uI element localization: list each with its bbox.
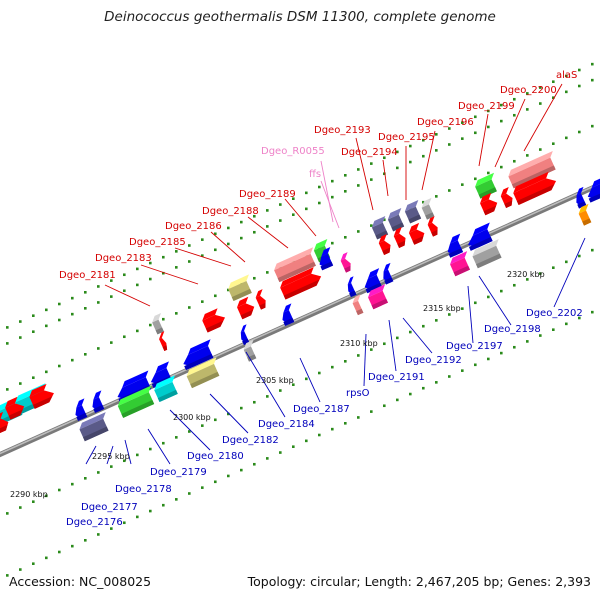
label-dgeo_2185: Dgeo_2185: [129, 237, 186, 248]
feature-4: [29, 383, 54, 409]
feature-37: [421, 197, 435, 220]
feature-13: [183, 339, 214, 371]
feature-20: [255, 289, 266, 310]
label-dgeo_2177: Dgeo_2177: [81, 502, 138, 513]
label-dgeo_2178: Dgeo_2178: [115, 484, 172, 495]
tick-labels: 2290 kbp 2295 kbp 2300 kbp 2305 kbp 2310 kbp…: [10, 270, 545, 499]
backbone: [0, 181, 600, 458]
feature-41: [427, 216, 438, 237]
tick-label-5: 2310 kbp: [340, 339, 378, 348]
feature-36: [404, 199, 422, 224]
label-dgeo_2193: Dgeo_2193: [314, 125, 371, 136]
label-dgeo_2191: Dgeo_2191: [368, 372, 425, 383]
feature-7: [75, 398, 88, 421]
label-dgeo_2197: Dgeo_2197: [446, 341, 503, 352]
feature-52: [587, 176, 600, 203]
feature-35: [387, 207, 405, 232]
label-dgeo_2176: Dgeo_2176: [66, 517, 123, 528]
feature-31: [364, 268, 382, 294]
tick-label-1: 2290 kbp: [10, 490, 48, 499]
feature-17: [202, 308, 226, 333]
feature-8: [92, 390, 105, 413]
label-leaders: [85, 83, 586, 465]
feature-49: [508, 151, 556, 189]
feature-34: [371, 215, 389, 240]
feature-47: [480, 192, 498, 216]
label-dgeo_r0055: Dgeo_R0055: [261, 146, 325, 157]
feature-3: [5, 396, 25, 420]
label-dgeo_2180: Dgeo_2180: [187, 451, 244, 462]
label-dgeo_2200: Dgeo_2200: [500, 85, 557, 96]
feature-42: [447, 233, 464, 258]
label-ffs: ffs: [309, 169, 321, 180]
tick-label-4: 2305 kbp: [256, 376, 294, 385]
label-dgeo_2192: Dgeo_2192: [405, 355, 462, 366]
map-title: Deinococcus geothermalis DSM 11300, comp…: [104, 9, 496, 25]
label-dgeo_2188: Dgeo_2188: [202, 206, 259, 217]
gene-labels: Dgeo_2181 Dgeo_2183 Dgeo_2185 Dgeo_2186 Dgeo…: [59, 70, 583, 528]
feature-38: [378, 234, 391, 255]
feature-21: [240, 324, 250, 346]
feature-11: [117, 385, 155, 418]
tick-label-2: 2295 kbp: [92, 452, 130, 461]
feature-50: [513, 171, 557, 205]
label-dgeo_2183: Dgeo_2183: [95, 253, 152, 264]
feature-30: [352, 294, 364, 316]
label-dgeo_2202: Dgeo_2202: [526, 308, 583, 319]
feature-39: [393, 227, 406, 248]
label-dgeo_2189: Dgeo_2189: [239, 189, 296, 200]
feature-16: [159, 331, 168, 351]
feature-48: [500, 187, 513, 208]
features: [0, 151, 600, 442]
feature-6: [79, 412, 109, 442]
feature-51: [576, 186, 587, 209]
feature-40: [408, 222, 425, 245]
feature-53: [578, 203, 592, 226]
label-alas: alaS: [556, 70, 577, 81]
tick-label-3: 2300 kbp: [173, 413, 211, 422]
label-dgeo_2181: Dgeo_2181: [59, 270, 116, 281]
label-rpso: rpsO: [346, 388, 370, 399]
feature-24: [274, 247, 316, 283]
feature-5: [0, 411, 9, 434]
feature-19: [237, 296, 255, 320]
feature-43: [468, 222, 493, 251]
tick-dots: [6, 62, 594, 577]
feature-27: [280, 267, 322, 300]
label-dgeo_2186: Dgeo_2186: [165, 221, 222, 232]
feature-28: [340, 252, 351, 273]
feature-46: [475, 172, 497, 199]
label-dgeo_2184: Dgeo_2184: [258, 419, 315, 430]
feature-14: [186, 357, 220, 389]
label-dgeo_2179: Dgeo_2179: [150, 467, 207, 478]
label-dgeo_2187: Dgeo_2187: [293, 404, 350, 415]
feature-45: [472, 239, 502, 269]
feature-15: [152, 313, 164, 335]
label-dgeo_2194: Dgeo_2194: [341, 147, 398, 158]
accession-label: Accession: NC_008025: [9, 574, 152, 589]
label-dgeo_2199: Dgeo_2199: [458, 101, 515, 112]
feature-18: [228, 274, 252, 302]
tick-label-6: 2315 kbp: [423, 304, 461, 313]
feature-22: [243, 339, 257, 362]
feature-33: [368, 284, 388, 310]
label-dgeo_2182: Dgeo_2182: [222, 435, 279, 446]
tick-label-7: 2320 kbp: [507, 270, 545, 279]
label-dgeo_2195: Dgeo_2195: [378, 132, 435, 143]
label-dgeo_2198: Dgeo_2198: [484, 324, 541, 335]
summary-label: Topology: circular; Length: 2,467,205 bp…: [247, 574, 591, 589]
feature-23: [282, 303, 295, 326]
feature-29: [347, 276, 357, 298]
feature-12: [154, 375, 178, 403]
feature-32: [383, 262, 394, 285]
feature-44: [450, 251, 470, 277]
label-dgeo_2196: Dgeo_2196: [417, 117, 474, 128]
feature-26: [319, 246, 334, 271]
